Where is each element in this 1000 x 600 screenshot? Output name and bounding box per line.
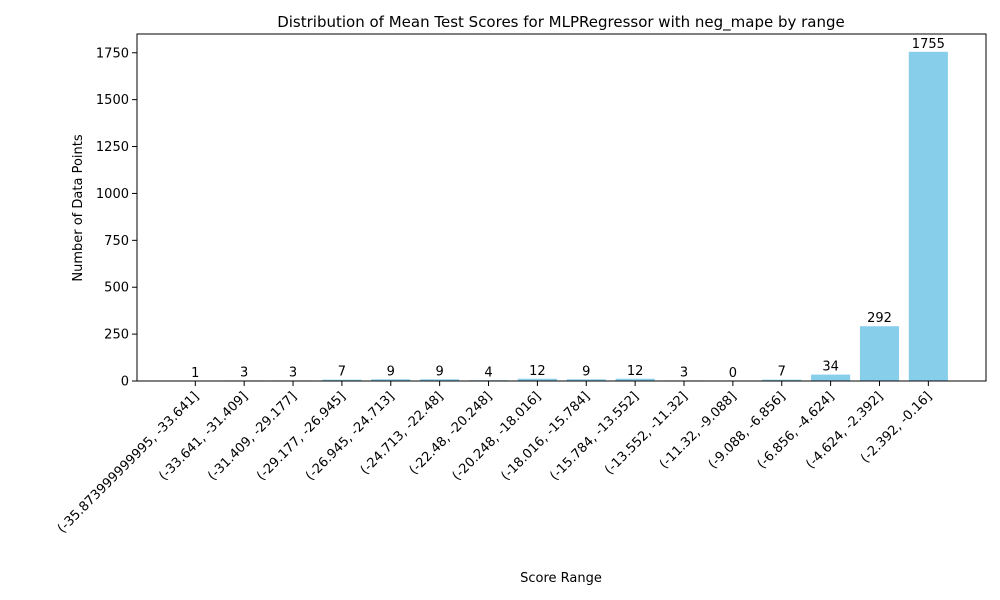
x-tick-label: (-33.641, -31.409]	[156, 389, 251, 484]
y-axis-label: Number of Data Points	[71, 134, 86, 281]
data-label: 3	[240, 365, 248, 380]
bar	[420, 379, 460, 381]
x-tick-label: (-18.016, -15.784]	[499, 389, 594, 484]
y-tick-label: 1750	[96, 46, 129, 61]
y-tick-label: 750	[104, 234, 129, 249]
x-tick-label: (-13.552, -11.32]	[602, 389, 691, 478]
bar	[566, 379, 606, 381]
bar	[811, 374, 851, 381]
data-label: 3	[680, 365, 688, 380]
y-tick-label: 1000	[96, 187, 129, 202]
y-tick-label: 500	[104, 281, 129, 296]
data-label: 1	[191, 366, 199, 381]
x-tick-label: (-24.713, -22.48]	[358, 389, 447, 478]
bar	[859, 326, 900, 381]
data-label: 4	[484, 365, 492, 380]
data-label: 34	[822, 360, 839, 375]
x-tick-label: (-15.784, -13.552]	[547, 389, 642, 484]
data-label: 7	[338, 365, 346, 380]
data-label: 9	[582, 364, 590, 379]
x-tick-label: (-20.248, -18.016]	[450, 389, 545, 484]
data-label: 292	[867, 311, 892, 326]
bar	[615, 378, 655, 381]
plot-frame	[136, 33, 987, 382]
chart-title: Distribution of Mean Test Scores for MLP…	[277, 13, 845, 32]
data-label: 0	[729, 366, 737, 381]
bar	[322, 379, 362, 381]
data-label: 1755	[912, 37, 945, 52]
x-tick-label: (-22.48, -20.248]	[407, 389, 496, 478]
x-axis-label: Score Range	[520, 571, 602, 586]
bar	[908, 51, 948, 381]
bar	[517, 378, 557, 381]
bar	[371, 379, 411, 381]
x-tick-label: (-26.945, -24.713]	[303, 389, 398, 484]
bar	[762, 379, 802, 381]
y-tick-label: 0	[121, 375, 129, 390]
y-tick-label: 1500	[96, 93, 129, 108]
data-label: 9	[387, 364, 395, 379]
y-tick-label: 250	[104, 328, 129, 343]
y-tick-label: 1250	[96, 140, 129, 155]
plot-area: 1 3 3 7 9 9 4 12 9 12 3 0 7 34 292 1755 0 250 500 750 1000 12…	[55, 33, 987, 536]
data-label: 3	[289, 365, 297, 380]
data-label: 7	[778, 365, 786, 380]
x-tick-label: (-29.177, -26.945]	[254, 389, 349, 484]
data-label: 9	[436, 364, 444, 379]
data-label: 12	[627, 364, 644, 379]
x-tick-label: (-31.409, -29.177]	[205, 389, 300, 484]
data-label: 12	[529, 364, 546, 379]
